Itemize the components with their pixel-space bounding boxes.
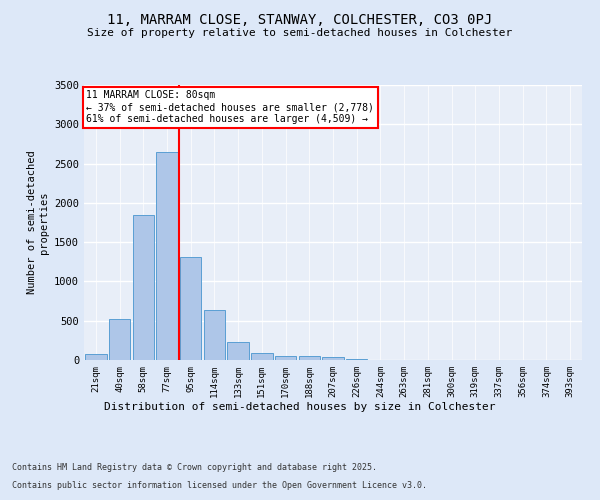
Bar: [157, 152, 178, 360]
Bar: [322, 357, 344, 360]
Bar: [346, 359, 367, 360]
Bar: [180, 257, 202, 360]
Text: 11, MARRAM CLOSE, STANWAY, COLCHESTER, CO3 0PJ: 11, MARRAM CLOSE, STANWAY, COLCHESTER, C…: [107, 12, 493, 26]
Bar: [204, 310, 225, 360]
Text: 11 MARRAM CLOSE: 80sqm
← 37% of semi-detached houses are smaller (2,778)
61% of : 11 MARRAM CLOSE: 80sqm ← 37% of semi-det…: [86, 90, 374, 124]
Text: Contains public sector information licensed under the Open Government Licence v3: Contains public sector information licen…: [12, 481, 427, 490]
Bar: [109, 319, 130, 360]
Bar: [275, 356, 296, 360]
Text: Distribution of semi-detached houses by size in Colchester: Distribution of semi-detached houses by …: [104, 402, 496, 412]
Bar: [299, 356, 320, 360]
Text: Size of property relative to semi-detached houses in Colchester: Size of property relative to semi-detach…: [88, 28, 512, 38]
Bar: [133, 214, 154, 360]
Y-axis label: Number of semi-detached
properties: Number of semi-detached properties: [27, 150, 49, 294]
Bar: [227, 342, 249, 360]
Text: Contains HM Land Registry data © Crown copyright and database right 2025.: Contains HM Land Registry data © Crown c…: [12, 464, 377, 472]
Bar: [85, 354, 107, 360]
Bar: [251, 353, 272, 360]
